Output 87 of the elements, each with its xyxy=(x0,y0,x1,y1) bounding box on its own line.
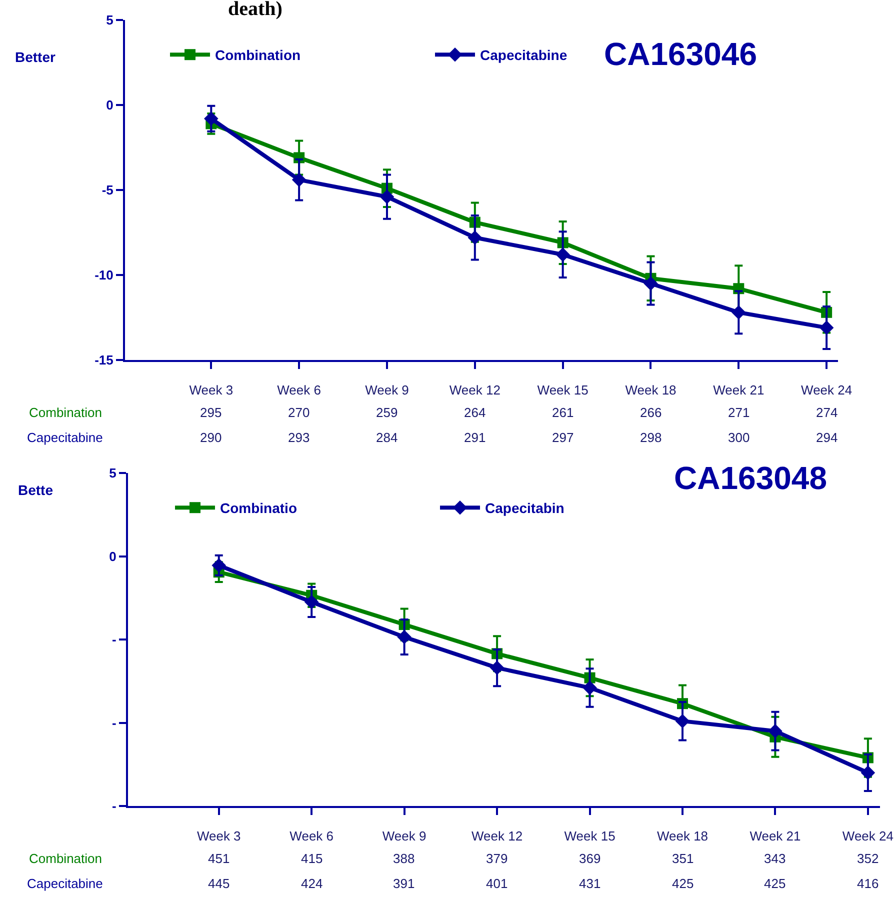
text: 259 xyxy=(376,405,398,420)
text: 295 xyxy=(200,405,222,420)
y-tick-label: 5 xyxy=(109,466,116,481)
y-tick-label: - xyxy=(112,715,116,730)
point xyxy=(582,680,597,695)
legend-label: Capecitabin xyxy=(485,500,564,516)
x-tick-label: Week 24 xyxy=(842,828,894,844)
chart-subtitle: death) xyxy=(228,0,282,20)
y-axis-title: Better xyxy=(15,49,56,65)
text: 445 xyxy=(208,876,230,891)
chart-title: CA163048 xyxy=(674,460,827,496)
text: CA163046 xyxy=(604,36,757,72)
point xyxy=(380,190,394,204)
x-tick-label: Week 15 xyxy=(537,382,588,398)
y-tick-label: -5 xyxy=(102,182,114,198)
text: Capecitabine xyxy=(27,430,103,445)
text: 379 xyxy=(486,851,508,866)
text: 264 xyxy=(464,405,486,420)
x-tick-label: Week 3 xyxy=(196,828,241,844)
x-tick-label: Week 21 xyxy=(713,382,764,398)
point xyxy=(556,247,570,262)
point xyxy=(732,305,746,320)
x-tick-label: Week 12 xyxy=(472,828,523,844)
text: 274 xyxy=(816,405,838,420)
y-tick-label: - xyxy=(112,632,116,648)
point xyxy=(304,594,319,610)
text: 293 xyxy=(288,430,310,445)
y-tick-label: -10 xyxy=(94,268,114,283)
x-tick-label: Week 3 xyxy=(189,382,234,398)
point xyxy=(644,276,658,291)
text: 391 xyxy=(393,876,415,891)
text: 284 xyxy=(376,430,398,445)
text: Capecitabine xyxy=(27,876,103,891)
text: Combination xyxy=(29,405,102,420)
y-tick-label: 5 xyxy=(106,12,114,28)
text: 416 xyxy=(857,876,879,891)
text: Combination xyxy=(29,851,102,866)
y-tick-label: - xyxy=(112,798,116,814)
legend-label: Combination xyxy=(215,47,301,64)
legend-label: Combinatio xyxy=(220,500,297,516)
text: 369 xyxy=(579,851,601,866)
point xyxy=(204,111,218,126)
text: 425 xyxy=(764,876,786,891)
text: 352 xyxy=(857,851,879,866)
text: 401 xyxy=(486,876,508,891)
x-tick-label: Week 9 xyxy=(365,382,409,398)
x-tick-label: Week 18 xyxy=(656,828,708,844)
text: 294 xyxy=(816,430,838,445)
legend-label: Capecitabine xyxy=(480,47,568,64)
text: 415 xyxy=(301,851,323,866)
text: 351 xyxy=(672,851,694,866)
x-tick-label: Week 6 xyxy=(290,828,334,844)
y-axis-title: Bette xyxy=(18,482,54,498)
text: 261 xyxy=(552,405,574,420)
text: 291 xyxy=(464,430,486,445)
text: 300 xyxy=(728,430,750,445)
text: 431 xyxy=(579,876,601,891)
text: 271 xyxy=(728,405,750,420)
text: 290 xyxy=(200,430,222,445)
point xyxy=(397,630,412,644)
text: 451 xyxy=(208,851,230,866)
text: 270 xyxy=(288,405,310,420)
point xyxy=(860,766,876,780)
x-tick-label: Week 6 xyxy=(277,382,321,398)
text: 298 xyxy=(640,430,662,445)
text: 425 xyxy=(672,876,694,891)
point xyxy=(292,172,306,187)
point xyxy=(468,230,482,245)
point xyxy=(490,660,504,675)
x-tick-label: Week 15 xyxy=(564,828,616,844)
text: 343 xyxy=(764,851,786,866)
x-tick-label: Week 18 xyxy=(625,382,676,398)
point xyxy=(675,714,690,728)
y-tick-label: 0 xyxy=(109,548,116,564)
text: 297 xyxy=(552,430,574,445)
text: 266 xyxy=(640,405,662,420)
x-tick-label: Week 21 xyxy=(750,828,801,844)
text: 388 xyxy=(393,851,415,866)
x-tick-label: Week 24 xyxy=(801,382,852,398)
point xyxy=(768,724,782,738)
x-tick-label: Week 12 xyxy=(449,382,500,398)
point xyxy=(819,320,834,335)
y-tick-label: -15 xyxy=(94,352,114,368)
text: 424 xyxy=(301,876,323,891)
y-tick-label: 0 xyxy=(106,98,114,113)
point xyxy=(212,558,226,573)
x-tick-label: Week 9 xyxy=(382,828,426,844)
